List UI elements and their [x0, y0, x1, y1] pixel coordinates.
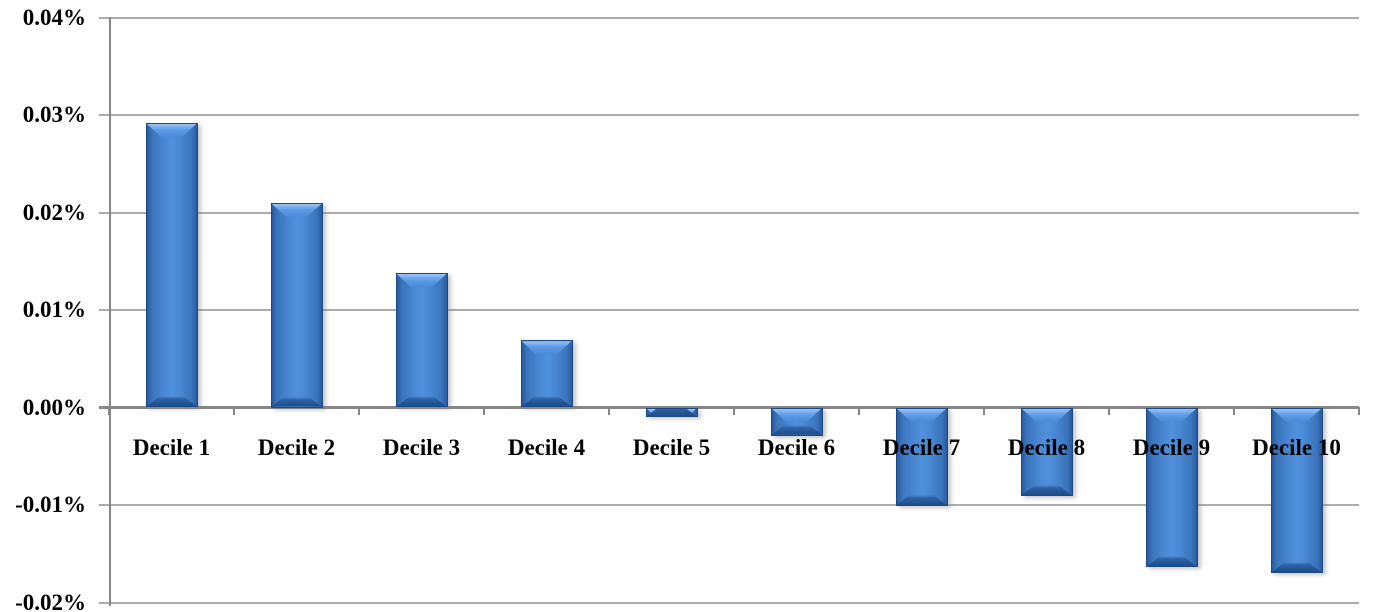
- bar-bottom-bevel: [646, 408, 697, 417]
- x-axis-tick: [358, 407, 360, 415]
- x-axis-tick: [983, 407, 985, 415]
- x-axis-tick: [608, 407, 610, 415]
- y-axis-tick-label: 0.00%: [22, 394, 86, 420]
- bar-top-bevel: [1146, 408, 1197, 422]
- bar: [145, 122, 198, 408]
- gridline: [99, 309, 1359, 311]
- y-axis-line: [109, 17, 111, 606]
- gridline: [99, 504, 1359, 506]
- bar-top-bevel: [521, 341, 572, 355]
- bar-bottom-bevel: [1271, 562, 1322, 573]
- bar-top-bevel: [396, 273, 447, 287]
- bar-top-bevel: [1271, 408, 1322, 422]
- bar-top-bevel: [1021, 408, 1072, 422]
- bar-bottom-bevel: [521, 396, 572, 407]
- y-axis-tick-label: 0.04%: [22, 4, 86, 30]
- category-label: Decile 6: [757, 435, 836, 460]
- y-axis-tick-label: 0.01%: [22, 297, 86, 322]
- gridline: [99, 601, 1359, 604]
- y-axis-tick-label: 0.03%: [22, 102, 86, 127]
- x-axis-tick: [858, 407, 860, 415]
- bar: [1020, 407, 1073, 497]
- category-label: Decile 3: [382, 435, 461, 460]
- bar-bottom-bevel: [771, 424, 822, 435]
- category-label: Decile 1: [132, 435, 211, 460]
- bar: [520, 340, 573, 408]
- x-axis-tick: [1233, 407, 1235, 415]
- bar-bottom-bevel: [896, 494, 947, 505]
- bar: [395, 272, 448, 408]
- y-axis-tick-label: -0.02%: [15, 589, 86, 612]
- x-axis-tick: [108, 407, 110, 415]
- category-label: Decile 10: [1252, 435, 1341, 460]
- gridline: [99, 211, 1359, 214]
- x-axis-tick: [483, 407, 485, 415]
- y-axis-tick-label: -0.01%: [15, 492, 86, 517]
- bar-top-bevel: [896, 408, 947, 422]
- bar-bottom-bevel: [396, 396, 447, 407]
- bar-bottom-bevel: [1021, 485, 1072, 496]
- bar: [895, 407, 948, 506]
- bar: [770, 407, 823, 436]
- bar: [1270, 407, 1323, 574]
- bar-top-bevel: [146, 123, 197, 137]
- x-axis-tick: [233, 407, 235, 415]
- category-axis-line: [99, 406, 1359, 409]
- bar-bottom-bevel: [1146, 556, 1197, 567]
- gridline: [99, 114, 1359, 116]
- bar: [645, 407, 698, 418]
- x-axis-tick: [733, 407, 735, 415]
- x-axis-tick: [1358, 407, 1360, 415]
- bar-top-bevel: [771, 408, 822, 422]
- category-label: Decile 5: [632, 435, 711, 460]
- category-label: Decile 4: [507, 435, 586, 460]
- gridline: [99, 16, 1359, 19]
- bar-bottom-bevel: [271, 396, 322, 407]
- bar: [1145, 407, 1198, 568]
- category-label: Decile 7: [882, 435, 961, 460]
- bar-top-bevel: [271, 203, 322, 217]
- category-label: Decile 2: [257, 435, 336, 460]
- category-label: Decile 9: [1132, 435, 1211, 460]
- bar: [270, 202, 323, 408]
- category-label: Decile 8: [1007, 435, 1086, 460]
- x-axis-tick: [1108, 407, 1110, 415]
- y-axis-tick-label: 0.02%: [22, 199, 86, 225]
- bar-bottom-bevel: [146, 396, 197, 407]
